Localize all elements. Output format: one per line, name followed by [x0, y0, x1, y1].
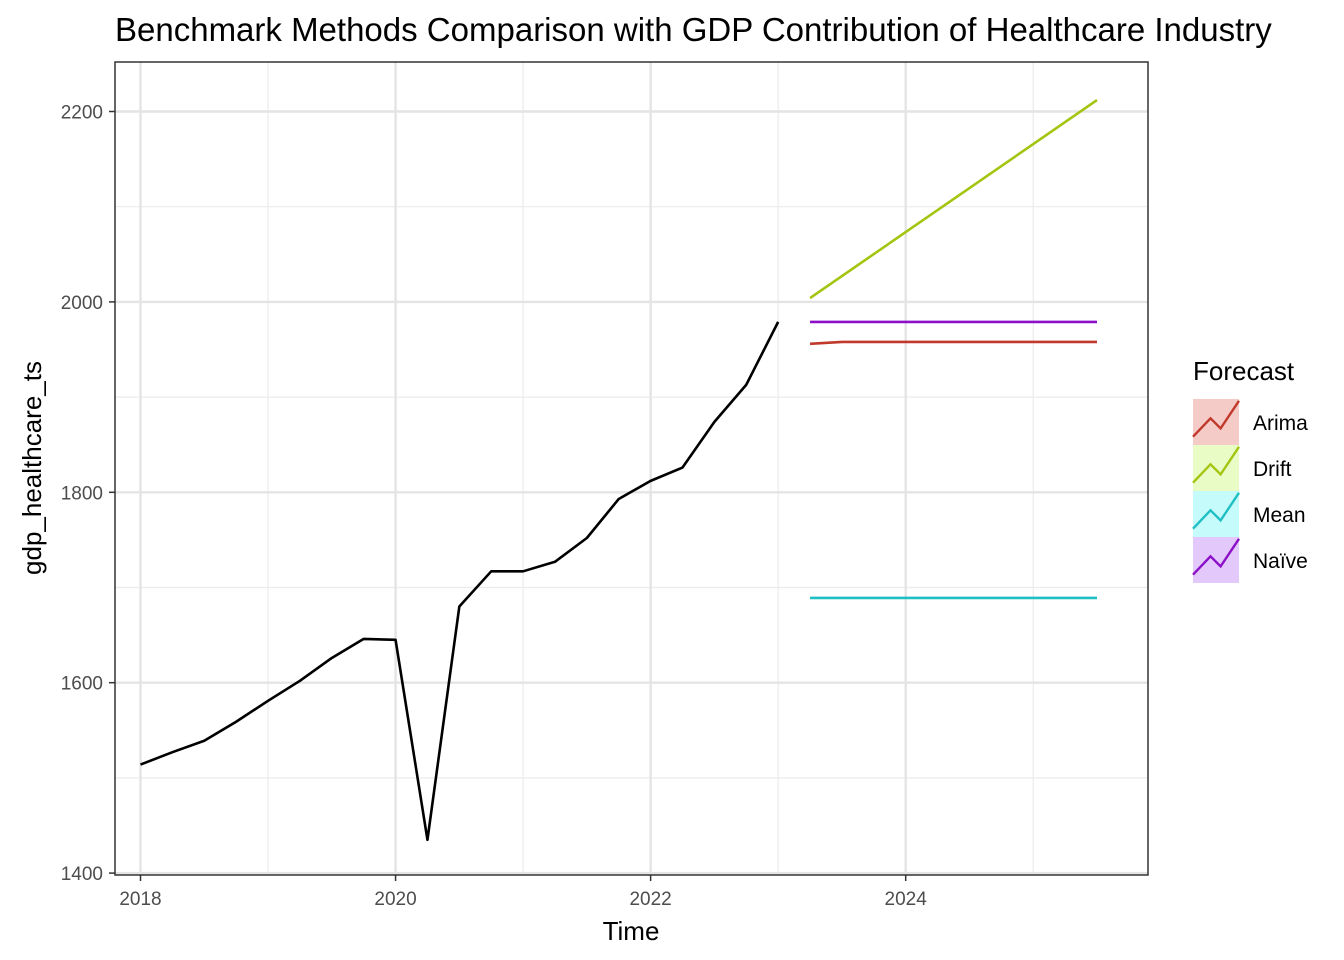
- y-tick-label: 1400: [61, 864, 103, 885]
- legend-key-drift: [1193, 445, 1239, 491]
- y-tick-label: 2200: [61, 103, 103, 124]
- legend-key-nave: [1193, 537, 1239, 583]
- legend-key-arima: [1193, 399, 1239, 445]
- axes: 2018 2020 2022 2024 1400 1600 1800 2000 2200: [61, 103, 928, 910]
- panel-background: [115, 62, 1148, 875]
- legend-key-line-drift: [1192, 446, 1240, 484]
- y-tick-label: 1600: [61, 674, 103, 695]
- panel-border: [114, 61, 1149, 876]
- x-tick-label: 2020: [374, 889, 416, 910]
- legend-key-mean: [1193, 491, 1239, 537]
- forecast-line-drift: [809, 99, 1098, 300]
- x-tick-label: 2018: [119, 889, 161, 910]
- legend-key-line-nave: [1192, 538, 1240, 576]
- legend-title: Forecast: [1193, 356, 1295, 386]
- legend-label-drift: Drift: [1253, 458, 1292, 481]
- legend-item-mean: Mean: [1192, 491, 1306, 537]
- y-axis-title: gdp_healthcare_ts: [17, 361, 47, 575]
- legend-key-line-mean: [1192, 492, 1240, 530]
- y-tick-label: 1800: [61, 483, 103, 504]
- observed-series-line: [140, 321, 780, 842]
- forecast-line-arima: [809, 340, 1097, 346]
- x-tick-label: 2022: [629, 889, 671, 910]
- plot-panel: [114, 61, 1149, 876]
- legend-item-arima: Arima: [1192, 399, 1308, 445]
- x-axis-title: Time: [603, 916, 660, 946]
- chart-title: Benchmark Methods Comparison with GDP Co…: [115, 11, 1272, 48]
- x-tick-label: 2024: [885, 889, 928, 910]
- y-tick-label: 2000: [61, 293, 103, 314]
- legend-item-nave: Naïve: [1192, 537, 1308, 583]
- legend-item-drift: Drift: [1192, 445, 1292, 491]
- legend: Forecast Arima Drift Mean Naïve: [1192, 356, 1308, 583]
- legend-label-mean: Mean: [1253, 504, 1306, 527]
- legend-key-line-arima: [1192, 400, 1240, 438]
- legend-label-nave: Naïve: [1253, 550, 1308, 573]
- legend-label-arima: Arima: [1253, 412, 1308, 435]
